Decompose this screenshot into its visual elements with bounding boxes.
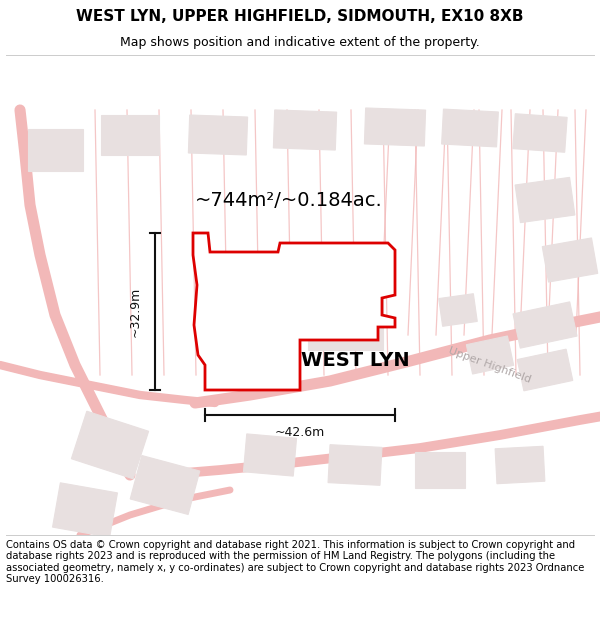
Text: ~42.6m: ~42.6m <box>275 426 325 439</box>
Polygon shape <box>308 290 383 350</box>
Text: WEST LYN: WEST LYN <box>301 351 409 369</box>
Text: WEST LYN, UPPER HIGHFIELD, SIDMOUTH, EX10 8XB: WEST LYN, UPPER HIGHFIELD, SIDMOUTH, EX1… <box>76 9 524 24</box>
Polygon shape <box>415 452 465 488</box>
Text: ~744m²/~0.184ac.: ~744m²/~0.184ac. <box>195 191 383 209</box>
Polygon shape <box>274 110 337 150</box>
Polygon shape <box>188 115 248 155</box>
Polygon shape <box>328 444 382 486</box>
Polygon shape <box>101 115 159 155</box>
Text: ~32.9m: ~32.9m <box>128 286 142 337</box>
Polygon shape <box>28 129 83 171</box>
Polygon shape <box>71 411 149 479</box>
Text: Upper Highfield: Upper Highfield <box>448 346 533 384</box>
Polygon shape <box>244 434 296 476</box>
Polygon shape <box>513 114 567 152</box>
Polygon shape <box>466 336 514 374</box>
Polygon shape <box>442 109 499 147</box>
Polygon shape <box>53 482 118 538</box>
Polygon shape <box>513 302 577 348</box>
Polygon shape <box>515 177 575 222</box>
Polygon shape <box>439 294 477 326</box>
Text: Contains OS data © Crown copyright and database right 2021. This information is : Contains OS data © Crown copyright and d… <box>6 539 584 584</box>
Polygon shape <box>193 233 395 390</box>
Polygon shape <box>542 238 598 282</box>
Polygon shape <box>364 108 425 146</box>
Text: Map shows position and indicative extent of the property.: Map shows position and indicative extent… <box>120 36 480 49</box>
Polygon shape <box>130 456 200 514</box>
Polygon shape <box>517 349 573 391</box>
Polygon shape <box>495 446 545 484</box>
